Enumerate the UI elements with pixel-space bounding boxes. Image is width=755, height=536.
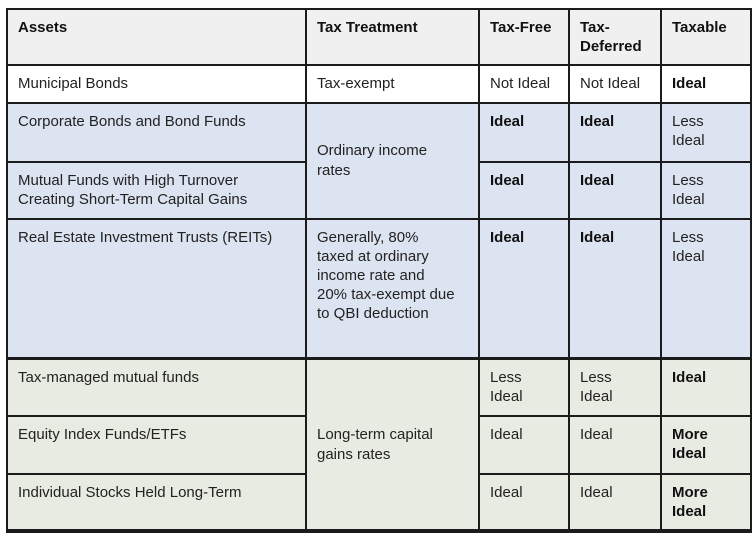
taxable-cell: Less Ideal [660,217,752,360]
tax-deferred-cell: Ideal [568,217,662,360]
header-cell-taxable: Taxable [660,7,752,67]
header-cell-tax-free: Tax-Free [478,7,570,67]
tax-deferred-cell: Not Ideal [568,64,662,104]
treatment-cell-capital-gains: Long-term capital gains rates [305,357,480,532]
taxable-cell: Ideal [660,357,752,417]
asset-cell: Municipal Bonds [6,64,307,104]
tax-efficiency-table: Assets Tax Treatment Tax-Free Tax-Deferr… [6,7,752,533]
tax-deferred-cell: Less Ideal [568,357,662,417]
table-row-equity-index-funds: Equity Index Funds/ETFs Ideal Ideal More… [6,414,752,475]
asset-cell: Mutual Funds with High Turnover Creating… [6,160,307,220]
asset-cell: Individual Stocks Held Long-Term [6,472,307,532]
table-row-municipal-bonds: Municipal Bonds Tax-exempt Not Ideal Not… [6,64,752,104]
tax-free-cell: Ideal [478,472,570,532]
taxable-cell: Less Ideal [660,101,752,163]
tax-free-cell: Less Ideal [478,357,570,417]
taxable-cell: Less Ideal [660,160,752,220]
treatment-cell: Generally, 80% taxed at ordinary income … [305,217,480,360]
header-cell-tax-treatment: Tax Treatment [305,7,480,67]
table-row-tax-managed-funds: Tax-managed mutual funds Long-term capit… [6,357,752,532]
asset-cell: Equity Index Funds/ETFs [6,414,307,475]
header-row: Assets Tax Treatment Tax-Free Tax-Deferr… [6,7,752,67]
tax-free-cell: Ideal [478,160,570,220]
tax-deferred-cell: Ideal [568,160,662,220]
taxable-cell: More Ideal [660,472,752,532]
tax-deferred-cell: Ideal [568,414,662,475]
asset-cell: Corporate Bonds and Bond Funds [6,101,307,163]
table-row-reits: Real Estate Investment Trusts (REITs) Ge… [6,217,752,360]
tax-free-cell: Ideal [478,101,570,163]
treatment-cell-ordinary-income: Ordinary income rates [305,101,480,220]
table-row-corporate-bonds: Corporate Bonds and Bond Funds Ordinary … [6,101,752,220]
asset-cell: Tax-managed mutual funds [6,357,307,417]
header-cell-assets: Assets [6,7,307,67]
tax-deferred-cell: Ideal [568,472,662,532]
tax-free-cell: Ideal [478,217,570,360]
header-cell-tax-deferred: Tax-Deferred [568,7,662,67]
asset-cell: Real Estate Investment Trusts (REITs) [6,217,307,360]
tax-free-cell: Ideal [478,414,570,475]
table-row-individual-stocks: Individual Stocks Held Long-Term Ideal I… [6,472,752,532]
treatment-cell: Tax-exempt [305,64,480,104]
tax-free-cell: Not Ideal [478,64,570,104]
tax-deferred-cell: Ideal [568,101,662,163]
taxable-cell: More Ideal [660,414,752,475]
table-row-high-turnover-funds: Mutual Funds with High Turnover Creating… [6,160,752,220]
taxable-cell: Ideal [660,64,752,104]
